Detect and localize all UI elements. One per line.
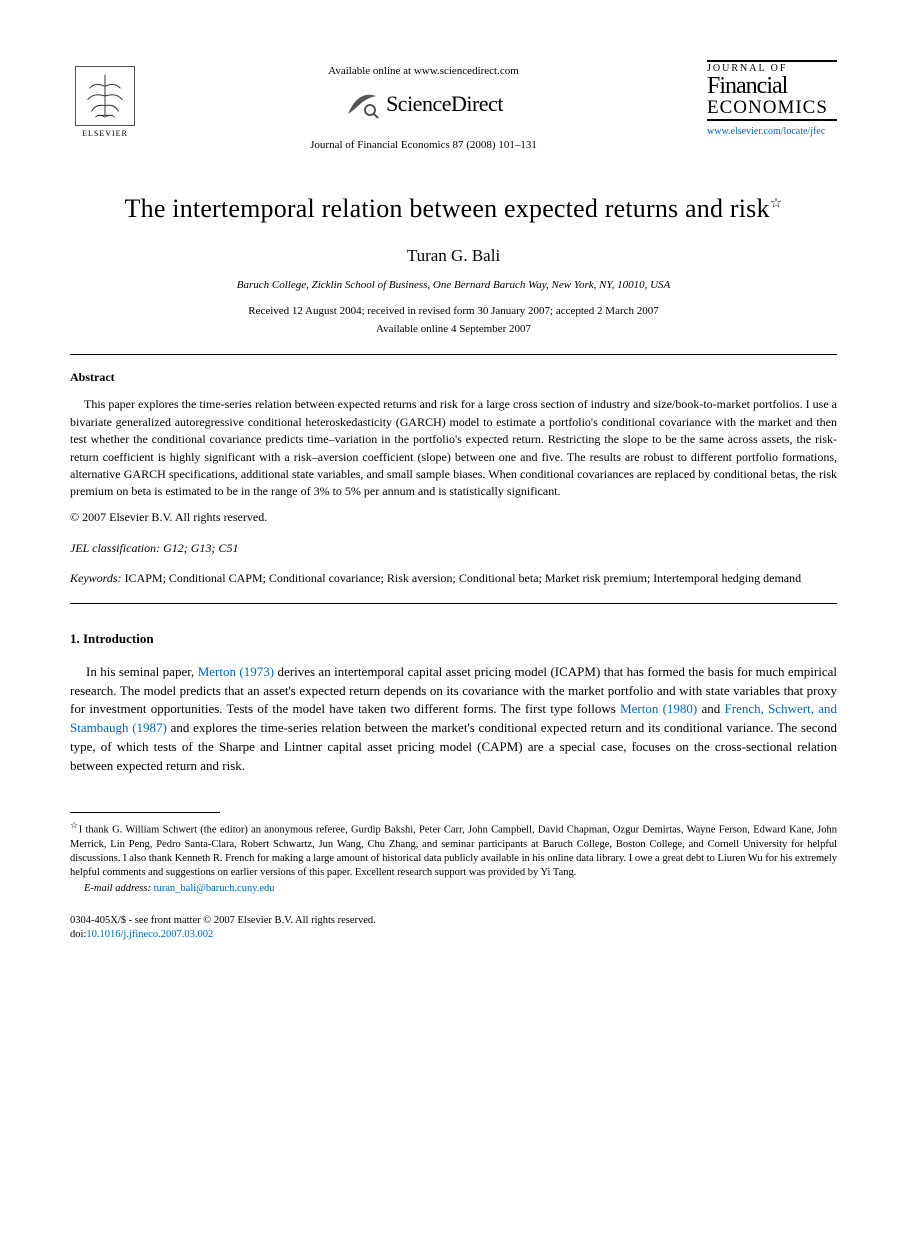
abstract-text: This paper explores the time-series rela…	[70, 396, 837, 500]
footer-block: 0304-405X/$ - see front matter © 2007 El…	[70, 914, 837, 942]
jel-classification: JEL classification: G12; G13; C51	[70, 540, 837, 557]
jel-codes: G12; G13; C51	[163, 541, 238, 555]
intro-text-3: and explores the time-series relation be…	[70, 720, 837, 773]
divider-bottom	[70, 603, 837, 604]
front-matter-line: 0304-405X/$ - see front matter © 2007 El…	[70, 914, 837, 928]
sciencedirect-swoosh-icon	[344, 86, 380, 122]
doi-line: doi:10.1016/j.jfineco.2007.03.002	[70, 928, 837, 942]
acknowledgment-footnote: ☆I thank G. William Schwert (the editor)…	[70, 819, 837, 880]
jel-label: JEL classification:	[70, 541, 160, 555]
citation-merton-1980[interactable]: Merton (1980)	[620, 701, 697, 716]
elsevier-tree-icon	[75, 66, 135, 126]
divider-top	[70, 354, 837, 355]
author-affiliation: Baruch College, Zicklin School of Busine…	[70, 278, 837, 294]
footnote-marker: ☆	[70, 820, 79, 830]
citation-merton-1973[interactable]: Merton (1973)	[198, 664, 274, 679]
available-online-text: Available online at www.sciencedirect.co…	[140, 64, 707, 80]
section-1-heading: 1. Introduction	[70, 630, 837, 649]
journal-homepage-link[interactable]: www.elsevier.com/locate/jfec	[707, 125, 837, 140]
footnote-text: I thank G. William Schwert (the editor) …	[70, 824, 837, 878]
footnote-divider	[70, 812, 220, 813]
author-name: Turan G. Bali	[70, 244, 837, 269]
email-line: E-mail address: turan_bali@baruch.cuny.e…	[70, 882, 837, 896]
intro-text-0: In his seminal paper,	[86, 664, 198, 679]
elsevier-label: ELSEVIER	[82, 128, 128, 140]
article-title: The intertemporal relation between expec…	[70, 190, 837, 228]
header-row: ELSEVIER Available online at www.science…	[70, 60, 837, 154]
journal-logo-box: JOURNAL OF Financial ECONOMICS	[707, 60, 837, 121]
title-text: The intertemporal relation between expec…	[125, 194, 770, 223]
email-label: E-mail address:	[84, 883, 151, 894]
title-footnote-marker: ☆	[770, 196, 783, 211]
keywords-line: Keywords: ICAPM; Conditional CAPM; Condi…	[70, 570, 837, 587]
doi-link[interactable]: 10.1016/j.jfineco.2007.03.002	[86, 929, 213, 940]
author-email-link[interactable]: turan_bali@baruch.cuny.edu	[154, 883, 275, 894]
header-center: Available online at www.sciencedirect.co…	[140, 60, 707, 154]
abstract-copyright: © 2007 Elsevier B.V. All rights reserved…	[70, 509, 837, 526]
doi-prefix: doi:	[70, 929, 86, 940]
elsevier-logo: ELSEVIER	[70, 60, 140, 140]
journal-logo: JOURNAL OF Financial ECONOMICS www.elsev…	[707, 60, 837, 140]
intro-paragraph: In his seminal paper, Merton (1973) deri…	[70, 663, 837, 776]
available-date: Available online 4 September 2007	[70, 322, 837, 338]
sciencedirect-logo: ScienceDirect	[344, 86, 503, 122]
journal-reference: Journal of Financial Economics 87 (2008)…	[140, 138, 707, 154]
jfe-line3: ECONOMICS	[707, 98, 837, 117]
sciencedirect-text: ScienceDirect	[386, 88, 503, 120]
keywords-text: ICAPM; Conditional CAPM; Conditional cov…	[125, 571, 802, 585]
jfe-line2: Financial	[707, 74, 837, 98]
abstract-heading: Abstract	[70, 369, 837, 386]
intro-text-2: and	[697, 701, 724, 716]
keywords-label: Keywords:	[70, 571, 122, 585]
received-dates: Received 12 August 2004; received in rev…	[70, 304, 837, 320]
